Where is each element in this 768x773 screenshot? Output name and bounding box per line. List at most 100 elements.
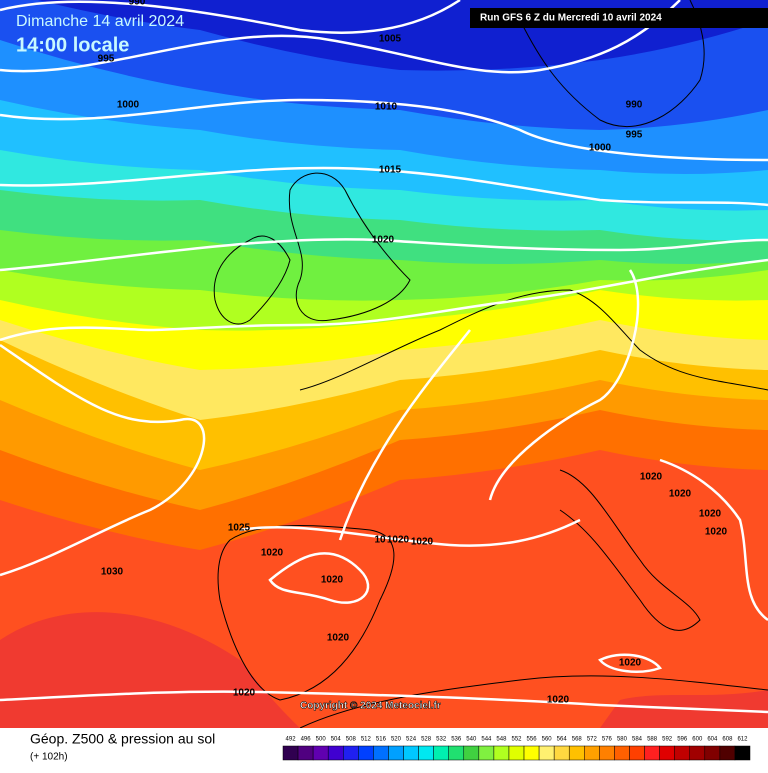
isobar-label: 1020 (261, 548, 284, 559)
colorbar-swatch (629, 745, 645, 761)
run-box (470, 8, 768, 28)
colorbar-label: 564 (557, 737, 568, 743)
colorbar-swatch (463, 745, 480, 761)
colorbar-label: 572 (587, 737, 598, 743)
isobar-label: 1020 (547, 695, 570, 706)
map-time: 14:00 locale (16, 34, 129, 56)
colorbar-swatch (674, 745, 690, 761)
colorbar-label: 500 (316, 737, 327, 743)
colorbar-swatch (734, 745, 751, 761)
isobar (268, 552, 370, 604)
colorbar-label: 504 (331, 737, 342, 743)
colorbar-label: 512 (361, 737, 372, 743)
colorbar-swatch (719, 745, 736, 761)
isobar-label: 1020 (327, 633, 350, 644)
isobar (0, 98, 768, 162)
coastline (288, 172, 411, 322)
coastline (559, 469, 701, 631)
colorbar-label: 612 (737, 737, 748, 743)
colorbar-swatch (493, 745, 510, 761)
isobar-label: 990 (626, 100, 643, 111)
coastline (217, 525, 395, 701)
isobar-labels: 990 995 1000 1005 1010 1015 1020 990 995 1000 1020… (98, 0, 728, 706)
colorbar-swatch (478, 745, 495, 761)
warm-area (0, 612, 300, 728)
colorbar-swatch (538, 745, 555, 761)
colorbar-swatch (388, 745, 404, 761)
colorbar-swatch (358, 745, 374, 761)
colorbar-label: 548 (496, 737, 507, 743)
colorbar-swatch (599, 745, 615, 761)
colorbar-swatch (614, 745, 630, 761)
colorbar-label: 520 (391, 737, 402, 743)
isobar (0, 258, 768, 342)
copyright: Copyright © 2024 Meteociel.fr (300, 701, 441, 712)
colorbar-label: 544 (481, 737, 492, 743)
isobar-label: 1005 (379, 34, 402, 45)
colorbar-label: 592 (662, 737, 673, 743)
colorbar-label: 556 (527, 737, 538, 743)
colorbar-label: 552 (511, 737, 522, 743)
colorbar-swatch (659, 745, 675, 761)
isobar-label: 1020 (699, 509, 722, 520)
isobar-label: 1020 (233, 688, 256, 699)
isobar-label: 10 (374, 535, 386, 546)
colorbar-swatch (448, 745, 465, 761)
isobar-label: 1020 (387, 535, 410, 546)
isobar-label: 1020 (372, 235, 395, 246)
footer-title: Géop. Z500 & pression au sol (30, 731, 215, 747)
isobar-label: 1020 (640, 472, 663, 483)
colorbar-swatch (689, 745, 706, 761)
isobar-label: 1020 (705, 527, 728, 538)
isobar (0, 238, 768, 272)
colorbar-label: 560 (542, 737, 553, 743)
colorbar-swatch (403, 745, 419, 761)
colorbar-swatch (644, 745, 660, 761)
colorbar-label: 532 (436, 737, 447, 743)
isobar-label: 1025 (228, 523, 251, 534)
colorbar-label: 584 (632, 737, 643, 743)
colorbar-swatch (418, 745, 434, 761)
coastlines (213, 0, 768, 729)
colorbar: 492 496 500 504 508 512 516 520 524 528 532 536 540 5… (282, 737, 751, 761)
colorbar-label: 516 (376, 737, 387, 743)
colorbar-swatch (373, 745, 389, 761)
isobar-label: 1010 (375, 102, 398, 113)
colorbar-label: 596 (677, 737, 688, 743)
coastline (299, 289, 768, 391)
colorbar-label: 580 (617, 737, 628, 743)
isobar (0, 343, 206, 577)
isobar (598, 653, 663, 673)
colorbar-label: 496 (301, 737, 312, 743)
isobar-label: 1030 (101, 567, 124, 578)
colorbar-label: 508 (346, 737, 357, 743)
isobar (338, 329, 471, 541)
run-info: Run GFS 6 Z du Mercredi 10 avril 2024 (480, 13, 662, 24)
isobar-label: 1020 (669, 489, 692, 500)
colorbar-label: 492 (286, 737, 297, 743)
map-date: Dimanche 14 avril 2024 (16, 13, 184, 30)
footer-lead: (+ 102h) (30, 752, 68, 763)
colorbar-label: 540 (466, 737, 477, 743)
colorbar-label: 600 (692, 737, 703, 743)
isobar-label: 990 (129, 0, 146, 8)
coastline (519, 0, 705, 127)
colorbar-swatch (523, 745, 540, 761)
isobar (0, 0, 461, 34)
colorbar-swatch (704, 745, 721, 761)
isobars (0, 0, 768, 714)
colorbar-swatch (433, 745, 449, 761)
isobar-label: 1020 (411, 537, 434, 548)
isobar (0, 690, 768, 714)
isobar (239, 518, 581, 547)
colorbar-swatch (282, 745, 299, 761)
colorbar-label: 528 (421, 737, 432, 743)
colorbar-swatch (508, 745, 525, 761)
isobar-label: 1015 (379, 165, 402, 176)
isobar-label: 1020 (619, 658, 642, 669)
colorbar-label: 524 (406, 737, 417, 743)
colorbar-swatch (312, 745, 329, 761)
isobar (0, 0, 681, 74)
isobar-label: 995 (98, 54, 115, 65)
